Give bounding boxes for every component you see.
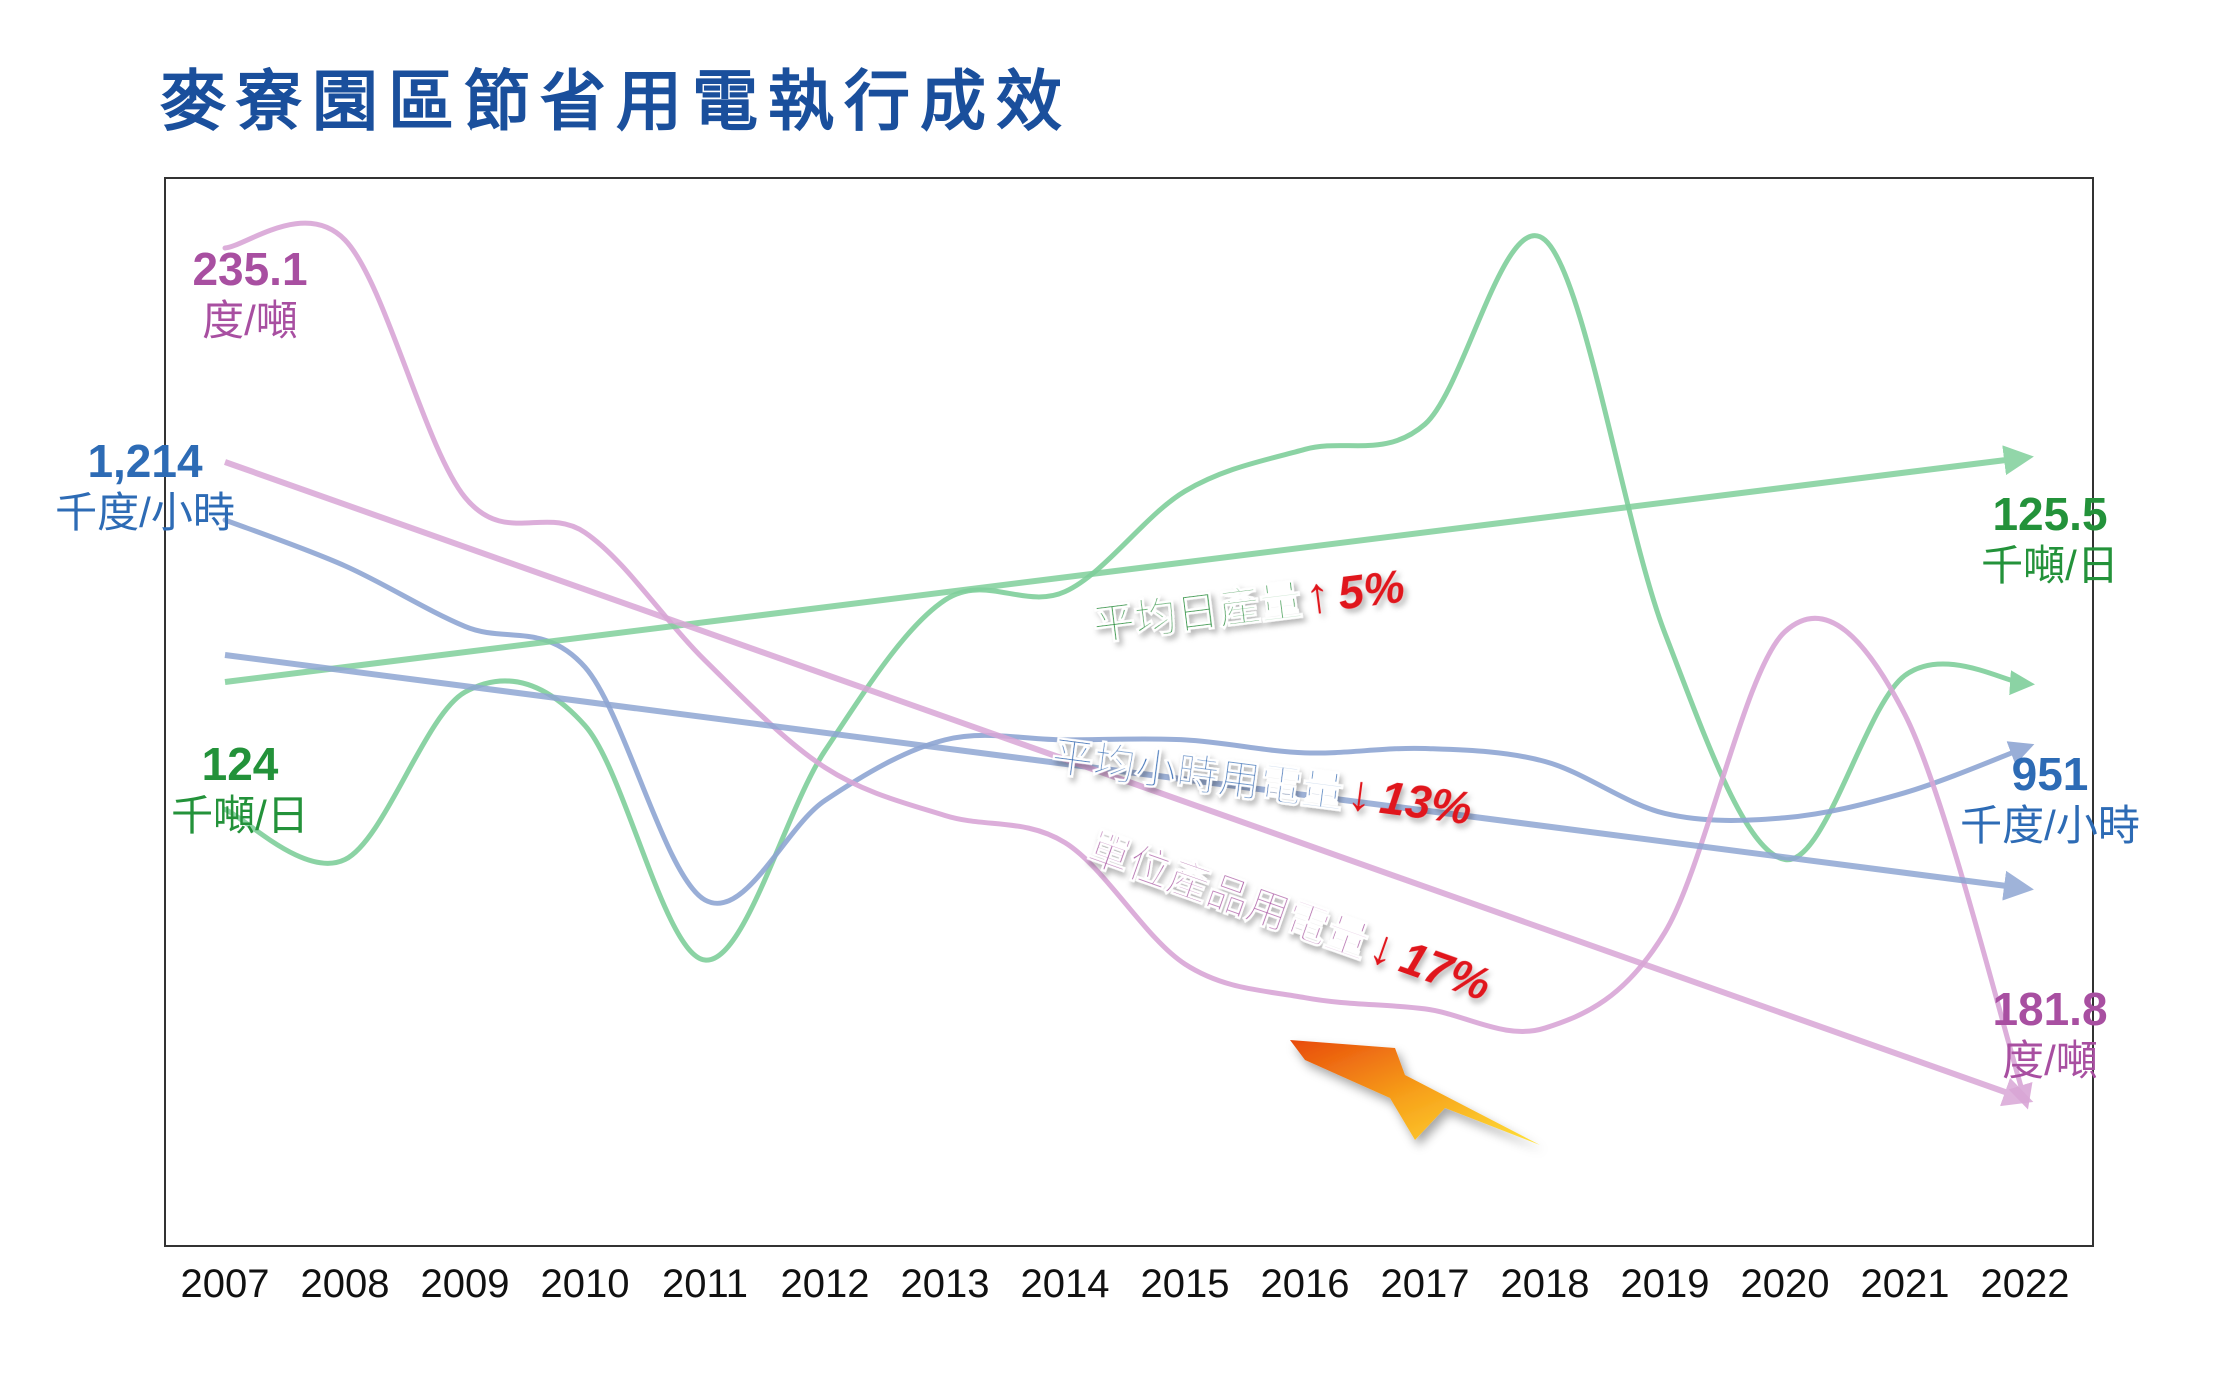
x-tick-label: 2018 — [1501, 1262, 1590, 1306]
value-label: 951 — [2012, 748, 2089, 800]
x-tick-label: 2015 — [1141, 1262, 1230, 1306]
unit-label: 千噸/日 — [171, 792, 309, 839]
x-tick-label: 2009 — [421, 1262, 510, 1306]
value-label: 235.1 — [192, 243, 307, 295]
unit-label: 度/噸 — [2002, 1037, 2098, 1084]
series-line — [222, 517, 2035, 906]
x-tick-label: 2012 — [781, 1262, 870, 1306]
x-tick-label: 2020 — [1741, 1262, 1830, 1306]
chart-title: 麥寮園區節省用電執行成效 — [160, 62, 1072, 140]
unit-label: 千噸/日 — [1981, 542, 2119, 589]
trend-annotation: 平均小時用電量↓13% — [1048, 725, 1476, 835]
trend-annotation-text: 單位產品用電量↓17% — [1081, 818, 1499, 1012]
unit-label: 千度/小時 — [55, 489, 235, 536]
x-axis: 2007 2008 2009 2010 2011 2012 2013 2014 2015 2016… — [181, 1262, 2070, 1306]
x-tick-label: 2021 — [1861, 1262, 1950, 1306]
x-tick-label: 2010 — [541, 1262, 630, 1306]
unit-label: 千度/小時 — [1960, 802, 2140, 849]
value-label: 124 — [202, 738, 279, 790]
value-label: 181.8 — [1992, 983, 2107, 1035]
series-layer — [222, 220, 2035, 1110]
x-tick-label: 2013 — [901, 1262, 990, 1306]
x-tick-label: 2016 — [1261, 1262, 1350, 1306]
trend-line — [224, 652, 2034, 901]
trend-annotation-text: 平均小時用電量↓13% — [1049, 725, 1476, 835]
x-tick-label: 2022 — [1981, 1262, 2070, 1306]
trend-layer — [223, 445, 2034, 1107]
x-tick-label: 2008 — [301, 1262, 390, 1306]
x-tick-label: 2017 — [1381, 1262, 1470, 1306]
x-tick-label: 2007 — [181, 1262, 270, 1306]
x-tick-label: 2019 — [1621, 1262, 1710, 1306]
trend-line — [224, 445, 2034, 685]
value-label: 1,214 — [87, 435, 203, 487]
x-tick-label: 2011 — [662, 1262, 748, 1306]
trend-annotation: 單位產品用電量↓17% — [1081, 818, 1499, 1012]
trend-line — [223, 459, 2034, 1107]
unit-label: 度/噸 — [202, 297, 298, 344]
x-tick-label: 2014 — [1021, 1262, 1110, 1306]
lightning-bolt-icon — [1290, 1040, 1540, 1145]
value-label: 125.5 — [1992, 488, 2107, 540]
series-line — [222, 220, 2033, 1110]
plot-area-frame — [164, 177, 2094, 1247]
